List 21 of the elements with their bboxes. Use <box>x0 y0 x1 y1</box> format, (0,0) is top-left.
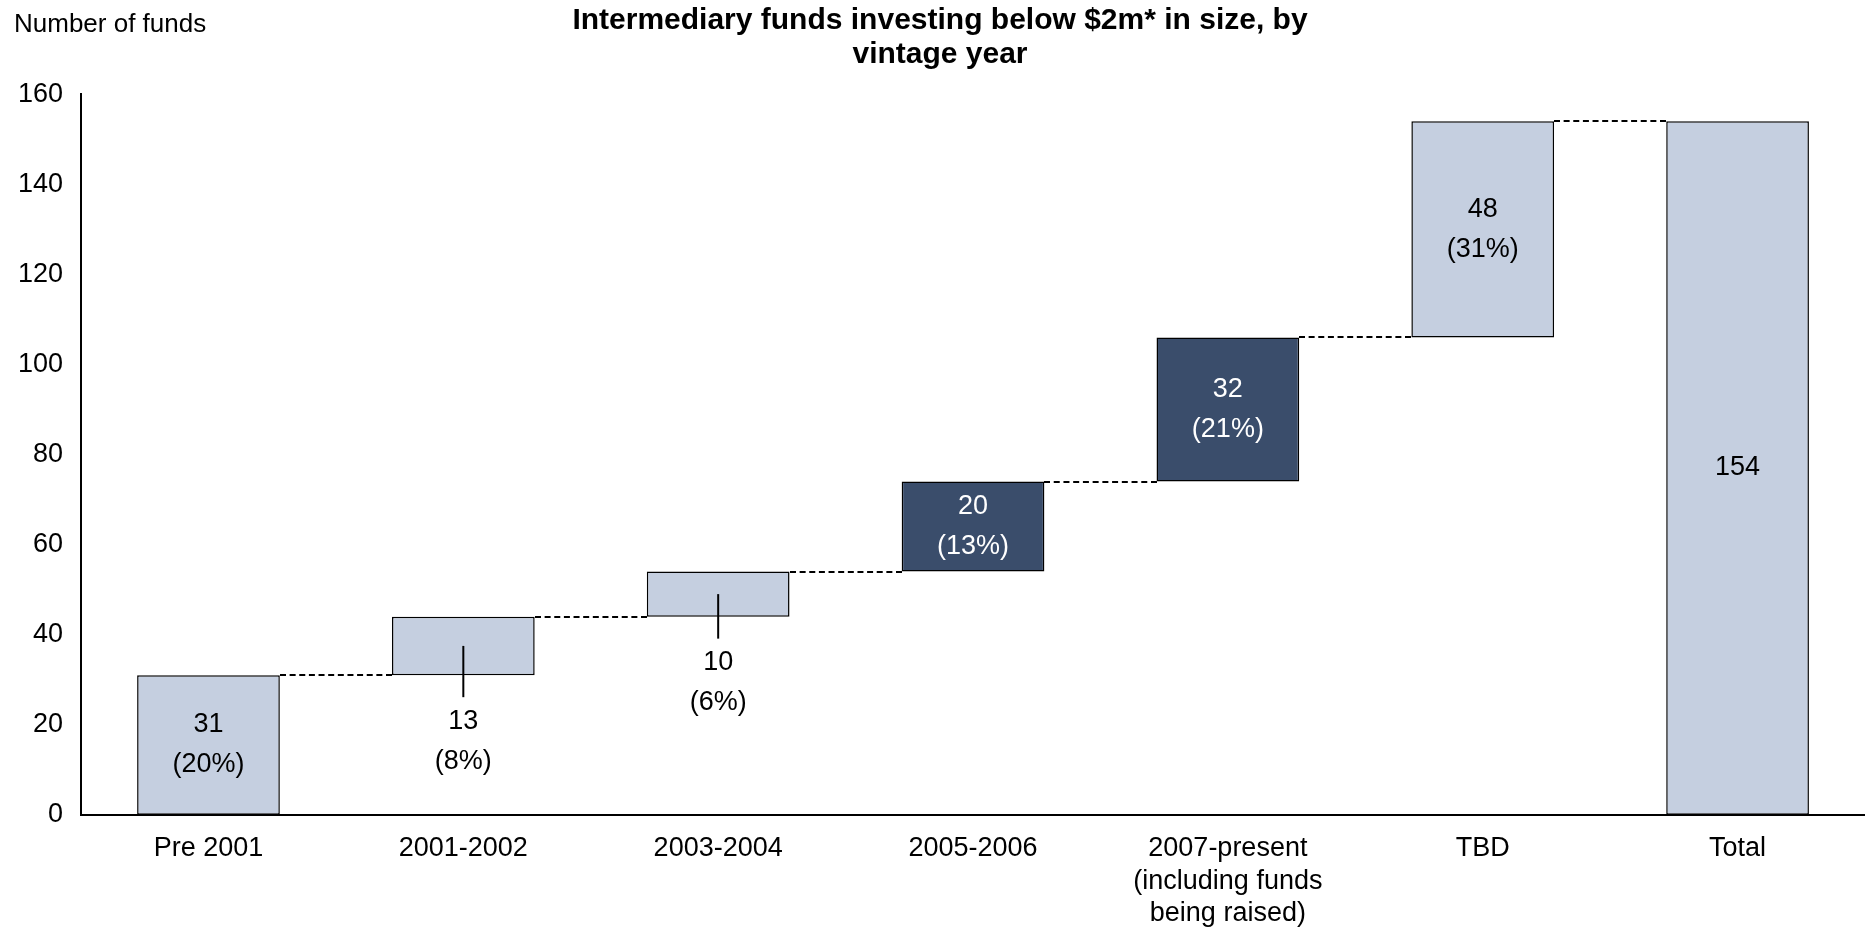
x-tick-label: Pre 2001 <box>153 832 264 863</box>
x-tick-label: 2005-2006 <box>908 832 1038 863</box>
y-tick-label: 100 <box>17 347 64 378</box>
y-tick-label: 140 <box>17 167 64 198</box>
x-tick-label: 2003-2004 <box>653 832 783 863</box>
x-tick-label: Total <box>1709 832 1767 863</box>
y-tick-label: 40 <box>33 618 64 649</box>
data-label: 154 <box>1715 451 1761 482</box>
data-label: 13 (8%) <box>434 704 492 775</box>
y-tick-label: 120 <box>17 257 64 288</box>
x-tick-label: TBD <box>1455 832 1510 863</box>
y-tick-label: 60 <box>33 528 64 559</box>
data-label: 31 (20%) <box>172 708 245 779</box>
chart-title: Intermediary funds investing below $2m* in size, by vintage year <box>571 2 1309 70</box>
y-tick-label: 20 <box>33 708 64 739</box>
y-tick-label: 160 <box>17 77 64 108</box>
x-tick-label: 2007-present (including funds being raised) <box>1133 832 1323 928</box>
y-axis-title: Number of funds <box>14 8 207 39</box>
y-tick-label: 0 <box>48 798 64 829</box>
y-tick-label: 80 <box>33 437 64 468</box>
x-tick-label: 2001-2002 <box>398 832 528 863</box>
